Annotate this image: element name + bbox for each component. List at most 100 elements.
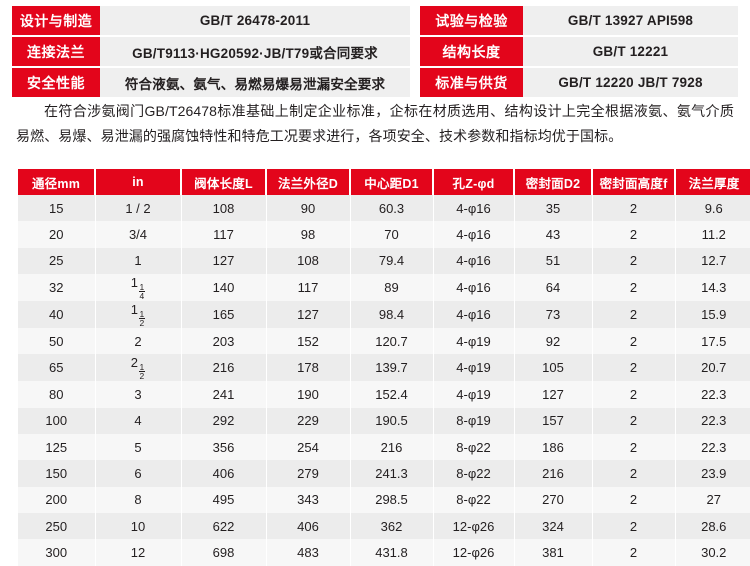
spec-value-structure-length: GB/T 12221 [523,37,738,66]
col-header-flange-od: 法兰外径D [266,169,351,195]
cell-seal-face-height: 2 [592,407,676,435]
cell-flange-od: 406 [266,512,351,540]
cell-holes: 4-φ16 [433,195,515,222]
cell-bolt-circle: 190.5 [350,407,434,435]
cell-flange-thickness: 23.9 [675,460,750,487]
cell-inch: 3/4 [95,221,182,248]
cell-flange-od: 127 [266,300,351,329]
cell-body-length: 203 [181,328,267,355]
cell-inch: 6 [95,460,182,487]
cell-flange-od: 190 [266,381,351,408]
cell-inch: 8 [95,486,182,513]
cell-flange-od: 483 [266,539,351,566]
col-header-flange-thickness: 法兰厚度 [675,169,750,195]
cell-holes: 4-φ16 [433,273,515,301]
spec-label-standard-supply: 标准与供货 [420,68,523,97]
cell-holes: 8-φ22 [433,486,515,513]
cell-body-length: 165 [181,300,267,329]
cell-bolt-circle: 70 [350,221,434,248]
spec-label-test-inspection: 试验与检验 [420,6,523,35]
fraction-denominator: 2 [139,318,145,329]
cell-seal-face-height: 2 [592,328,676,355]
cell-holes: 8-φ19 [433,407,515,435]
specification-grid: 设计与制造 GB/T 26478-2011 试验与检验 GB/T 13927 A… [12,6,738,97]
cell-body-length: 356 [181,434,267,461]
cell-dn: 200 [18,486,96,513]
cell-seal-face-height: 2 [592,460,676,487]
cell-flange-od: 90 [266,195,351,222]
cell-dn: 40 [18,300,96,329]
table-row: 32 1 1 4 140 117 89 4-φ16 64 2 14.3 [18,273,750,301]
cell-bolt-circle: 362 [350,512,434,540]
table-row: 50 2 203 152 120.7 4-φ19 92 2 17.5 [18,328,750,355]
cell-dn: 50 [18,328,96,355]
table-row: 100 4 292 229 190.5 8-φ19 157 2 22.3 [18,407,750,435]
cell-holes: 8-φ22 [433,434,515,461]
description-block: 在符合涉氨阀门GB/T26478标准基础上制定企业标准，企标在材质选用、结构设计… [16,99,734,149]
cell-dn: 150 [18,460,96,487]
cell-inch: 5 [95,434,182,461]
cell-holes: 8-φ22 [433,460,515,487]
cell-flange-thickness: 28.6 [675,512,750,540]
fraction-numerator: 1 [138,362,146,373]
dimension-table: 通径mm in 阀体长度L 法兰外径D 中心距D1 孔Z-φd 密封面D2 密封… [18,169,750,566]
cell-inch: 4 [95,407,182,435]
cell-dn: 65 [18,354,96,382]
cell-dn: 32 [18,273,96,301]
table-row: 125 5 356 254 216 8-φ22 186 2 22.3 [18,434,750,461]
spec-label-safety-performance: 安全性能 [12,68,100,97]
cell-seal-face-d2: 73 [514,300,593,329]
cell-seal-face-height: 2 [592,512,676,540]
cell-flange-od: 117 [266,273,351,301]
cell-body-length: 117 [181,221,267,248]
col-header-seal-face-d2: 密封面D2 [514,169,593,195]
cell-seal-face-height: 2 [592,300,676,329]
cell-flange-od: 279 [266,460,351,487]
fraction-denominator: 2 [139,371,145,382]
cell-flange-od: 98 [266,221,351,248]
cell-bolt-circle: 241.3 [350,460,434,487]
cell-flange-thickness: 22.3 [675,434,750,461]
cell-dn: 80 [18,381,96,408]
cell-flange-thickness: 22.3 [675,381,750,408]
cell-seal-face-height: 2 [592,273,676,301]
cell-seal-face-d2: 43 [514,221,593,248]
cell-bolt-circle: 79.4 [350,247,434,274]
col-header-body-length: 阀体长度L [181,169,267,195]
cell-flange-thickness: 17.5 [675,328,750,355]
cell-seal-face-d2: 105 [514,354,593,382]
cell-holes: 4-φ16 [433,221,515,248]
cell-holes: 4-φ16 [433,247,515,274]
cell-dn: 15 [18,195,96,222]
cell-bolt-circle: 139.7 [350,354,434,382]
cell-seal-face-height: 2 [592,486,676,513]
table-header-row: 通径mm in 阀体长度L 法兰外径D 中心距D1 孔Z-φd 密封面D2 密封… [18,169,750,195]
table-row: 65 2 1 2 216 178 139.7 4-φ19 105 2 20.7 [18,354,750,382]
spec-value-connecting-flange: GB/T9113·HG20592·JB/T79或合同要求 [100,37,410,66]
cell-flange-thickness: 22.3 [675,407,750,435]
cell-body-length: 495 [181,486,267,513]
spec-value-test-inspection: GB/T 13927 API598 [523,6,738,35]
table-row: 250 10 622 406 362 12-φ26 324 2 28.6 [18,512,750,540]
dimension-table-head: 通径mm in 阀体长度L 法兰外径D 中心距D1 孔Z-φd 密封面D2 密封… [18,169,750,195]
dimension-table-body: 15 1 / 2 108 90 60.3 4-φ16 35 2 9.6 20 3/4 117 98 70 4… [18,195,750,566]
cell-dn: 250 [18,512,96,540]
cell-flange-thickness: 27 [675,486,750,513]
spec-grid-gap [410,68,420,97]
cell-seal-face-height: 2 [592,434,676,461]
cell-body-length: 127 [181,247,267,274]
cell-seal-face-d2: 381 [514,539,593,566]
cell-body-length: 140 [181,273,267,301]
cell-body-length: 698 [181,539,267,566]
cell-bolt-circle: 98.4 [350,300,434,329]
cell-seal-face-d2: 186 [514,434,593,461]
cell-holes: 4-φ16 [433,300,515,329]
cell-flange-thickness: 12.7 [675,247,750,274]
spec-grid-gap [410,6,420,35]
cell-flange-od: 343 [266,486,351,513]
spec-label-structure-length: 结构长度 [420,37,523,66]
cell-seal-face-d2: 127 [514,381,593,408]
cell-inch: 10 [95,512,182,540]
